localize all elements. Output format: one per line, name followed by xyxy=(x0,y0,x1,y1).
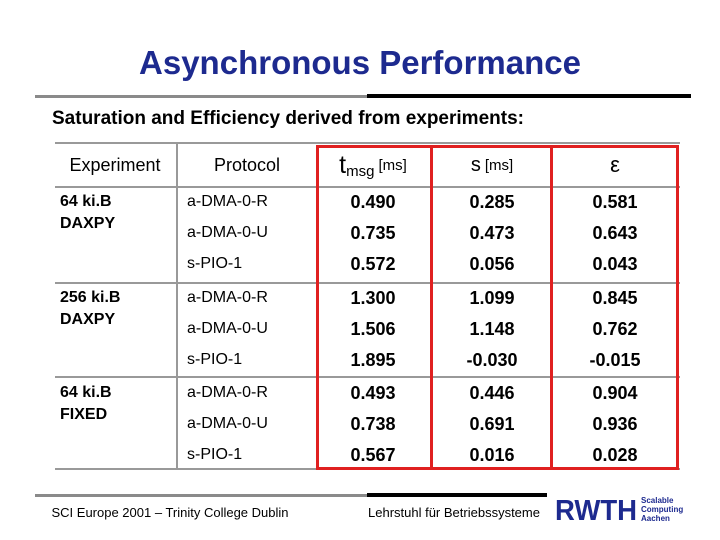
title-rule-black xyxy=(367,94,691,98)
logo-line-3: Aachen xyxy=(641,514,670,523)
protocol-cell: a-DMA-0-U xyxy=(187,320,268,337)
epsilon-cell: 0.028 xyxy=(592,444,638,465)
header-epsilon: ε xyxy=(610,152,620,177)
protocol-cell: a-DMA-0-U xyxy=(187,415,268,432)
epsilon-cell: 0.845 xyxy=(592,287,638,308)
protocol-cell: a-DMA-0-U xyxy=(187,224,268,241)
tmsg-cell: 1.300 xyxy=(350,287,396,308)
protocol-cell: a-DMA-0-R xyxy=(187,289,268,306)
tmsg-cell: 1.895 xyxy=(350,349,396,370)
tmsg-cell: 1.506 xyxy=(350,318,396,339)
tmsg-cell: 0.738 xyxy=(350,413,396,434)
highlight-divider-2 xyxy=(550,145,553,470)
s-cell: 0.285 xyxy=(469,191,515,212)
experiment-kernel: DAXPY xyxy=(60,311,116,328)
highlight-box xyxy=(316,145,679,470)
s-cell: 0.056 xyxy=(469,253,515,274)
experiment-kernel: DAXPY xyxy=(60,215,116,232)
tmsg-cell: 0.490 xyxy=(350,191,396,212)
header-tmsg-unit: [ms] xyxy=(378,156,407,174)
subtitle: Saturation and Efficiency derived from e… xyxy=(52,108,524,129)
s-cell: -0.030 xyxy=(466,349,518,370)
epsilon-cell: 0.643 xyxy=(592,222,638,243)
experiment-size: 64 ki.B xyxy=(60,193,112,210)
protocol-cell: a-DMA-0-R xyxy=(187,384,268,401)
group-divider-2 xyxy=(55,376,680,378)
experiment-label: 64 ki.B DAXPY xyxy=(60,191,170,235)
epsilon-cell: 0.043 xyxy=(592,253,638,274)
rwth-logo: RWTH Scalable Computing Aachen xyxy=(555,495,683,524)
s-cell: 0.473 xyxy=(469,222,515,243)
epsilon-cell: 0.762 xyxy=(592,318,638,339)
experiment-size: 64 ki.B xyxy=(60,384,112,401)
s-cell: 0.691 xyxy=(469,413,515,434)
epsilon-cell: -0.015 xyxy=(589,349,641,370)
column-divider-experiment xyxy=(176,142,178,470)
group-divider-1 xyxy=(55,282,680,284)
header-tmsg-symbol: t xyxy=(339,150,347,179)
s-cell: 0.016 xyxy=(469,444,515,465)
epsilon-cell: 0.581 xyxy=(592,191,638,212)
experiment-label: 64 ki.B FIXED xyxy=(60,382,170,426)
logo-line-2: Computing xyxy=(641,505,683,514)
protocol-cell: s-PIO-1 xyxy=(187,351,243,368)
s-cell: 0.446 xyxy=(469,382,515,403)
epsilon-cell: 0.904 xyxy=(592,382,638,403)
s-cell: 1.099 xyxy=(469,287,515,308)
footer-conference: SCI Europe 2001 – Trinity College Dublin xyxy=(51,505,289,520)
logo-line-1: Scalable xyxy=(641,496,674,505)
tmsg-cell: 0.493 xyxy=(350,382,396,403)
page-title: Asynchronous Performance xyxy=(139,44,581,81)
footer-rule-black xyxy=(367,493,547,497)
header-tmsg: t msg [ms] xyxy=(318,145,428,185)
tmsg-cell: 0.735 xyxy=(350,222,396,243)
header-s: s [ms] xyxy=(437,145,547,185)
header-s-symbol: s xyxy=(470,153,481,176)
tmsg-cell: 0.567 xyxy=(350,444,396,465)
experiment-kernel: FIXED xyxy=(60,406,108,423)
experiment-size: 256 ki.B xyxy=(60,289,121,306)
protocol-cell: s-PIO-1 xyxy=(187,255,243,272)
footer-chair: Lehrstuhl für Betriebssysteme xyxy=(368,505,540,520)
highlight-divider-1 xyxy=(430,145,433,470)
tmsg-cell: 0.572 xyxy=(350,253,396,274)
header-s-unit: [ms] xyxy=(484,156,514,174)
experiment-label: 256 ki.B DAXPY xyxy=(60,287,170,331)
title-rule-grey xyxy=(35,95,367,98)
header-experiment: Experiment xyxy=(69,154,161,175)
header-divider xyxy=(55,186,680,188)
epsilon-cell: 0.936 xyxy=(592,413,638,434)
protocol-cell: s-PIO-1 xyxy=(187,446,243,463)
header-tmsg-subscript: msg xyxy=(346,162,375,180)
protocol-cell: a-DMA-0-R xyxy=(187,193,268,210)
s-cell: 1.148 xyxy=(469,318,515,339)
header-protocol: Protocol xyxy=(213,154,281,175)
footer-rule-grey xyxy=(35,494,367,497)
logo-main-text: RWTH xyxy=(555,495,637,524)
